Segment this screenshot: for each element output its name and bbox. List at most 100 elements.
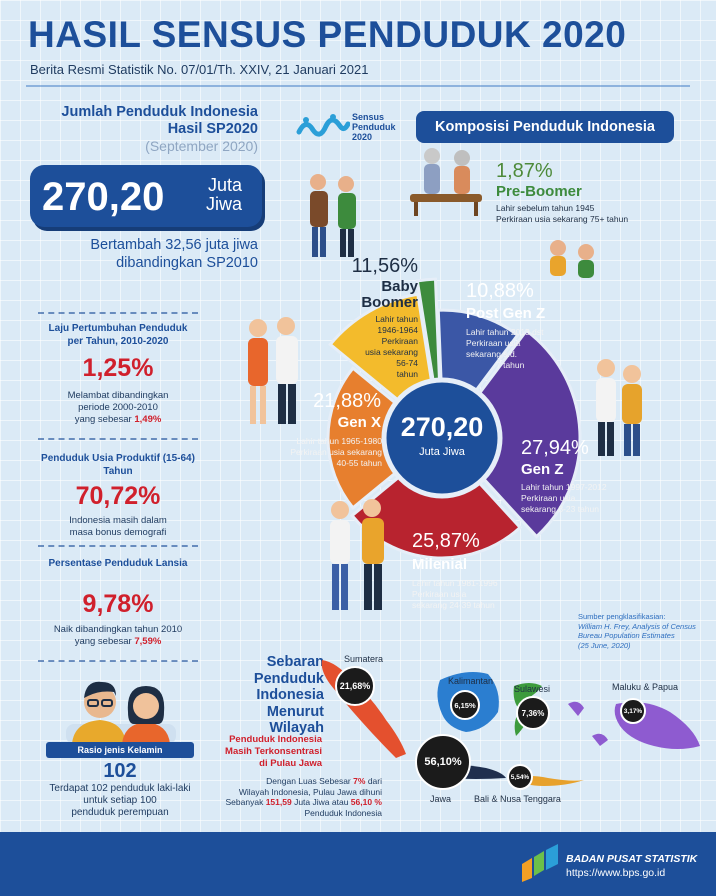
stat-divider (38, 312, 198, 314)
slice-desc-line: 56-74 (396, 358, 418, 368)
desc-highlight: 151,59 (265, 797, 292, 807)
region-value-jawa: 56,10% (415, 734, 471, 790)
stat-label-productive-age: Penduduk Usia Produktif (15-64) Tahun (41, 453, 195, 477)
source-line: Sumber pengklasifikasian: (578, 612, 666, 621)
desc-highlight: 56,10 % (350, 797, 382, 807)
total-unit-line-1: Juta (207, 175, 243, 195)
komposisi-title: Komposisi Penduduk Indonesia (416, 111, 674, 143)
slice-desc-line: usia sekarang (365, 347, 418, 357)
sebaran-desc-line: Sebanyak 151,59 Juta Jiwa atau 56,10 % (160, 797, 382, 808)
slice-name-text: Baby Boomer (361, 278, 418, 311)
stat-divider (38, 660, 198, 662)
bps-url: https://www.bps.go.id (566, 867, 666, 879)
sensus-logo-icon (296, 114, 350, 137)
desc-text: Sebanyak (225, 797, 264, 807)
region-name-jawa: Jawa (430, 794, 452, 804)
bps-org-name: BADAN PUSAT STATISTIK (566, 853, 698, 865)
stat-desc-line: Indonesia masih dalam (69, 515, 167, 526)
stat-desc-line: Naik dibandingkan tahun 2010 (53, 624, 183, 635)
page-subtitle: Berita Resmi Statistik No. 07/01/Th. XXI… (30, 62, 369, 77)
stat-desc-productive-age: Indonesia masih dalam masa bonus demogra… (40, 515, 196, 539)
post-gen-z-illustration (550, 240, 594, 278)
growth-line-2: dibandingkan SP2010 (116, 255, 258, 271)
rasio-desc-line: untuk setiap 100 (83, 795, 157, 806)
rasio-desc: Terdapat 102 penduduk laki-laki untuk se… (40, 783, 200, 819)
slice-label-name: Gen Z (521, 461, 564, 478)
source-note: Sumber pengklasifikasian: William H. Fre… (578, 612, 696, 650)
source-line: Bureau Population Estimates (578, 631, 696, 641)
rasio-value: 102 (103, 760, 137, 782)
stat-value-productive-age: 70,72% (75, 482, 161, 510)
sebaran-title-line: Sebaran (266, 654, 324, 670)
sebaran-title-line: Indonesia (256, 687, 324, 703)
sebaran-title-line: Wilayah (269, 720, 324, 736)
slice-desc-line: Perkiraan usia (521, 493, 576, 503)
milenial-illustration (330, 499, 384, 610)
slice-label-name: Pre-Boomer (496, 183, 582, 200)
slice-desc-line: sekarang 8-23 tahun (521, 504, 599, 514)
stat-value-elderly: 9,78% (82, 590, 154, 618)
slice-desc-line: Perkiraan usia sekarang 75+ tahun (496, 214, 629, 224)
sebaran-title-line: Penduduk (253, 670, 324, 687)
region-name-bali-nt: Bali & Nusa Tenggara (474, 794, 561, 804)
sebaran-title: Sebaran Penduduk Indonesia Menurut Wilay… (208, 654, 324, 737)
slice-label-pct: 25,87% (412, 530, 480, 552)
slice-desc-line: Perkiraan usia (412, 589, 467, 599)
desc-text: Juta Jiwa atau (294, 797, 349, 807)
sebaran-note-line: Masih Terkonsentrasi (225, 746, 322, 757)
jumlah-label-line-1: Jumlah Penduduk Indonesia (61, 104, 258, 120)
slice-desc-line: sekarang s.d. (466, 349, 518, 359)
slice-desc-line: Lahir sebelum tahun 1945 (496, 203, 595, 213)
pie-center-unit: Juta Jiwa (419, 446, 465, 458)
stat-desc-line: masa bonus demografi (69, 527, 167, 538)
slice-desc-line: 1946-1964 (377, 325, 418, 335)
slice-label-name: Post Gen Z (466, 305, 546, 322)
slice-desc-line: Perkiraan usia (466, 338, 521, 348)
slice-desc-line: Lahir tahun 2013 dst (466, 327, 544, 337)
footer (0, 832, 716, 896)
page-title: HASIL SENSUS PENDUDUK 2020 (28, 14, 627, 55)
region-name-kalimantan: Kalimantan (448, 676, 494, 686)
total-population-unit: Juta Jiwa (206, 176, 242, 214)
total-population-value: 270,20 (42, 175, 165, 219)
stat-desc-text: yang sebesar (74, 636, 132, 647)
stat-desc-line: yang sebesar 7,59% (40, 636, 196, 648)
slice-desc-line: Perkiraan (381, 336, 418, 346)
region-value-kalimantan: 6,15% (450, 690, 480, 720)
slice-label-name: Gen X (337, 414, 381, 431)
rasio-banner: Rasio jenis Kelamin (46, 742, 194, 758)
sebaran-desc-line: Penduduk Indonesia (304, 807, 382, 818)
pie-center-value: 270,20 (400, 412, 484, 442)
source-text: Bureau Population Estimates (578, 631, 675, 640)
slice-desc-line: Lahir tahun 1965-1980 (296, 436, 382, 446)
slice-label-desc: Lahir tahun 1997-2012 Perkiraan usia sek… (521, 482, 607, 515)
region-value-bali-nt: 5,54% (507, 764, 533, 790)
slice-desc-line: Lahir tahun 1981-1996 (412, 578, 498, 588)
sebaran-desc-line: Wilayah Indonesia, Pulau Jawa dihuni (238, 786, 382, 797)
region-name-sumatera: Sumatera (344, 654, 384, 664)
sebaran-desc-line: Dengan Luas Sebesar 7% dari (160, 776, 382, 787)
slice-label-desc: Lahir sebelum tahun 1945 Perkiraan usia … (496, 203, 628, 225)
jumlah-penduduk-label: Jumlah Penduduk Indonesia Hasil SP2020 (61, 104, 258, 138)
stat-divider (38, 545, 198, 547)
stat-label-growth-rate: Laju Pertumbuhan Penduduk per Tahun, 201… (48, 323, 188, 347)
slice-desc-line: Lahir tahun 1997-2012 (521, 482, 607, 492)
region-value-sulawesi: 7,36% (516, 696, 550, 730)
source-line: (25 June, 2020) (578, 641, 696, 651)
rasio-desc-line: penduduk perempuan (71, 807, 169, 818)
sebaran-desc: Dengan Luas Sebesar 7% dari Wilayah Indo… (160, 776, 382, 818)
bps-logo-icon (522, 844, 558, 882)
stat-desc-line: periode 2000-2010 (78, 402, 158, 413)
slice-label-pct: 27,94% (521, 437, 589, 459)
desc-text: Dengan Luas Sebesar (266, 776, 351, 786)
region-value-maluku-papua: 3,17% (620, 698, 646, 724)
slice-label-name: Milenial (412, 556, 468, 573)
stat-desc-highlight: 7,59% (134, 636, 162, 647)
baby-boomer-illustration (310, 174, 356, 257)
logo-line: Penduduk (352, 122, 396, 132)
stat-desc-line: Melambat dibandingkan (67, 390, 169, 401)
header-divider (26, 85, 690, 87)
growth-text: Bertambah 32,56 juta jiwa dibandingkan S… (90, 236, 258, 272)
